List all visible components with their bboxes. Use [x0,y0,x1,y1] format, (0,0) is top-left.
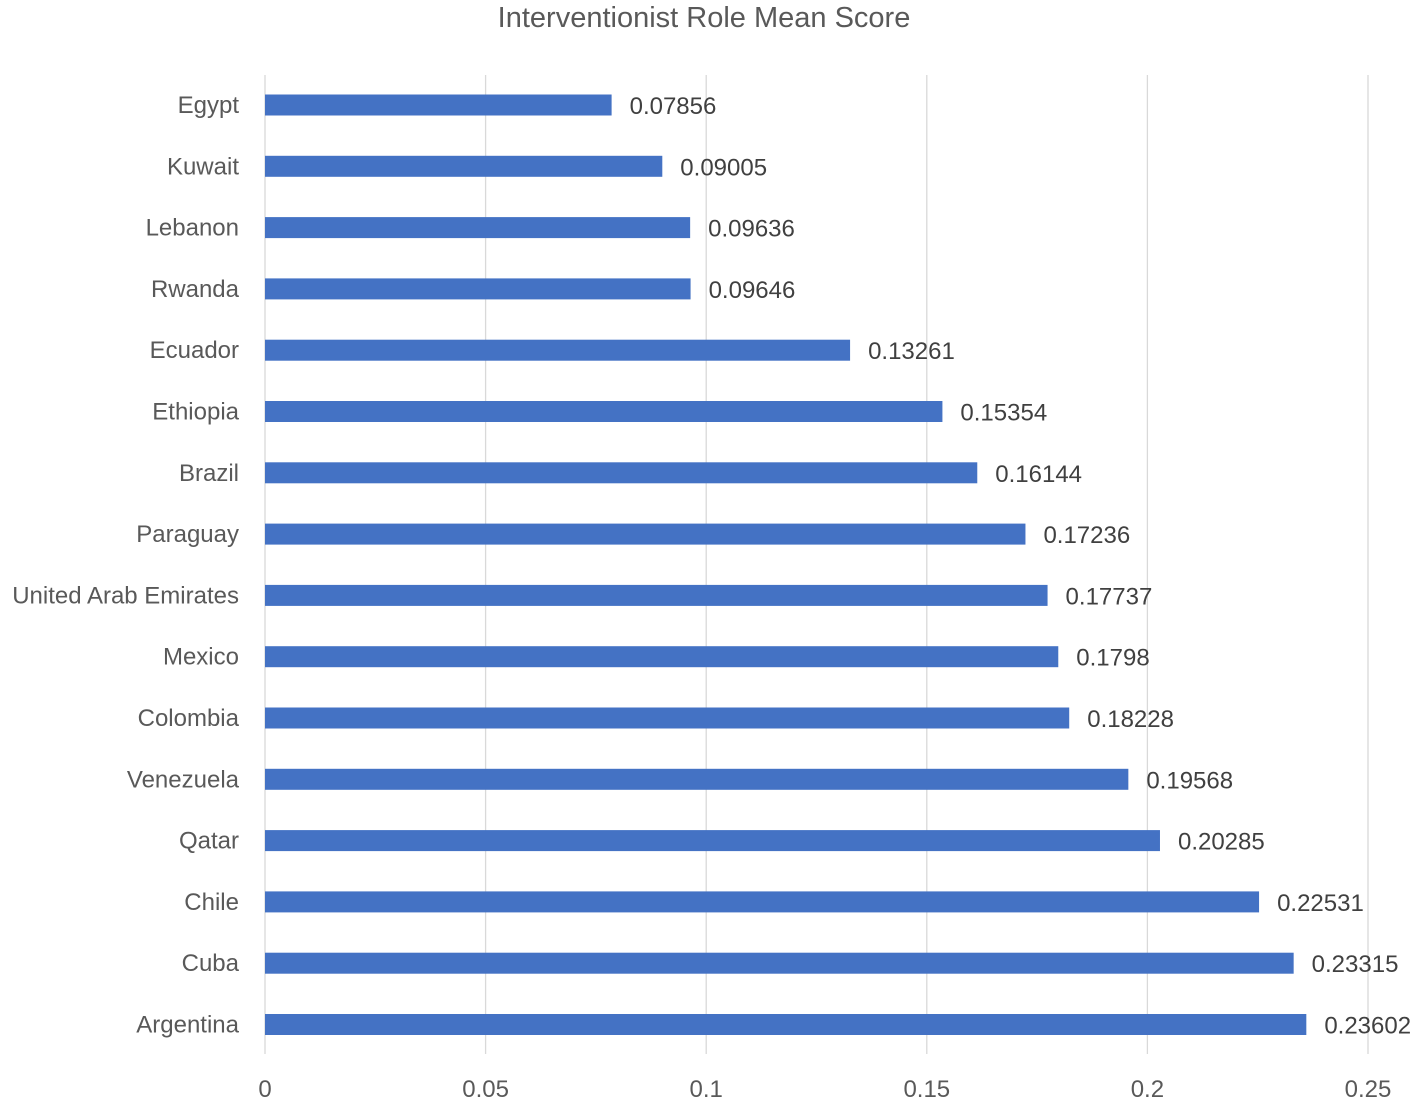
category-label: Ethiopia [152,399,239,426]
category-label: Colombia [138,705,240,732]
gridlines [264,75,1369,1054]
category-label: Egypt [178,92,240,119]
bar [265,462,978,484]
data-label: 0.09005 [680,154,767,181]
category-label: Rwanda [151,276,240,303]
x-tick-label: 0 [258,1076,271,1103]
data-label: 0.22531 [1277,890,1364,917]
data-label: 0.20285 [1178,829,1265,856]
category-label: Lebanon [146,215,239,242]
data-labels: 0.07856 0.09005 0.09636 0.09646 0.13261 0.153… [630,93,1411,1040]
bar [265,523,1026,545]
data-label: 0.16144 [995,461,1082,488]
category-label: Chile [184,889,239,916]
x-tick-label: 0.25 [1345,1076,1392,1103]
x-tick-label: 0.2 [1131,1076,1164,1103]
data-label: 0.17737 [1066,583,1153,610]
category-label: Mexico [163,644,239,671]
x-tick-label: 0.05 [462,1076,509,1103]
bar [265,217,691,239]
bar [265,1014,1307,1035]
x-tick-label: 0.1 [690,1076,723,1103]
data-label: 0.17236 [1043,522,1130,549]
data-label: 0.13261 [868,338,955,365]
bar [265,952,1294,974]
chart-title: Interventionist Role Mean Score [497,2,911,34]
category-label: Ecuador [150,337,239,364]
category-label: Venezuela [127,766,240,793]
bar [265,891,1260,913]
bar [265,584,1048,606]
bar [265,155,663,177]
data-label: 0.19568 [1146,767,1233,794]
data-label: 0.18228 [1087,706,1174,733]
bar [265,278,691,300]
data-label: 0.07856 [630,93,717,120]
x-axis-tick-labels: 0 0.05 0.1 0.15 0.2 0.25 [258,1076,1391,1103]
data-label: 0.23602 [1324,1013,1411,1040]
bar [265,94,612,116]
bars [265,94,1307,1035]
bar [265,646,1059,668]
data-label: 0.15354 [960,400,1047,427]
data-label: 0.23315 [1312,951,1399,978]
category-label: Brazil [179,460,239,487]
data-label: 0.09636 [708,216,795,243]
category-label: United Arab Emirates [12,582,239,609]
category-label: Cuba [182,950,240,977]
category-label: Qatar [179,828,239,855]
bar [265,339,851,361]
category-labels: Egypt Kuwait Lebanon Rwanda Ecuador Ethiopia B… [12,92,239,1039]
category-label: Argentina [136,1012,239,1039]
category-label: Kuwait [167,153,239,180]
category-label: Paraguay [136,521,239,548]
data-label: 0.09646 [709,277,796,304]
bar [265,768,1129,790]
data-label: 0.1798 [1076,645,1149,672]
bar [265,707,1070,729]
x-tick-label: 0.15 [903,1076,950,1103]
bar [265,830,1160,852]
bar [265,401,943,422]
